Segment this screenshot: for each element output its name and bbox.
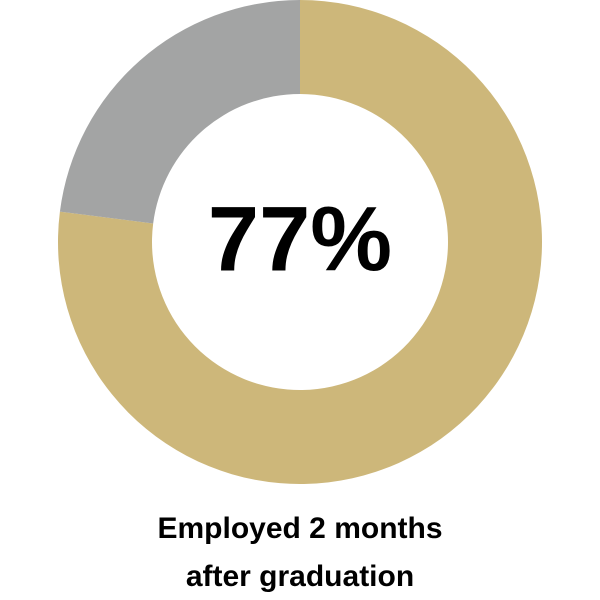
- center-value-label: 77%: [208, 188, 392, 290]
- caption-line: Employed 2 months: [157, 512, 442, 545]
- caption-line: after graduation: [186, 560, 414, 593]
- donut-segment: [59, 0, 301, 224]
- donut-segment: [58, 0, 542, 484]
